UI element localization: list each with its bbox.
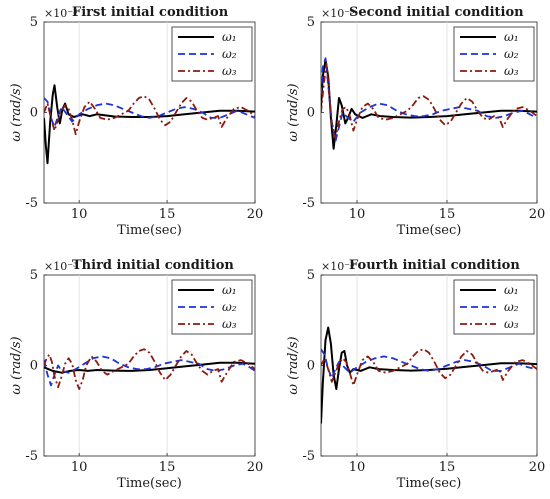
legend: ω₁ ω₂ ω₃ [453,26,535,82]
series-line-3 [321,62,537,139]
legend-label-2: ω₂ [504,47,519,61]
legend: ω₁ ω₂ ω₃ [171,279,253,335]
x-tick-label: 15 [159,207,176,222]
x-axis-label: Time(sec) [117,476,182,491]
y-tick-label: -5 [302,449,315,464]
series-line-3 [44,348,255,390]
y-axis-label: ω (rad/s) [9,336,24,394]
x-tick-label: 20 [247,207,264,222]
y-axis-label: ω (rad/s) [286,83,301,141]
x-tick-label: 15 [439,207,456,222]
series-group [44,84,255,165]
y-axis-label: ω (rad/s) [286,336,301,394]
series-line-3 [321,348,537,387]
legend-label-3: ω₃ [222,317,237,331]
y-tick-label: 0 [30,359,38,374]
x-tick-label: 15 [439,460,456,475]
x-tick-label: 20 [247,460,264,475]
y-tick-label: 0 [307,106,315,121]
x-tick-label: 20 [529,460,546,475]
x-tick-label: 10 [71,207,88,222]
chart-title: First initial condition [72,5,229,20]
legend: ω₁ ω₂ ω₃ [171,26,253,82]
x-axis-label: Time(sec) [397,223,462,238]
legend-label-1: ω₁ [504,30,519,44]
chart-title: Fourth initial condition [349,258,520,273]
legend-label-3: ω₃ [504,317,519,331]
legend-label-2: ω₂ [504,300,519,314]
series-line-2 [44,97,255,128]
x-axis-label: Time(sec) [117,223,182,238]
y-tick-label: 0 [307,359,315,374]
series-group [44,348,255,390]
legend-label-1: ω₁ [222,283,237,297]
chart-title: Third initial condition [72,258,234,273]
legend-label-2: ω₂ [222,300,237,314]
legend-label-1: ω₁ [504,283,519,297]
series-group [321,326,537,424]
x-tick-label: 10 [349,207,366,222]
series-line-3 [44,95,255,136]
series-group [321,57,537,150]
axis-exponent: ×10⁻³ [321,7,354,20]
series-line-2 [321,57,537,143]
axis-exponent: ×10⁻³ [321,260,354,273]
series-line-1 [321,59,537,150]
axis-exponent: ×10⁻³ [44,260,77,273]
y-tick-label: -5 [302,196,315,211]
chart-title: Second initial condition [349,5,524,20]
y-tick-label: 0 [30,106,38,121]
legend-label-1: ω₁ [222,30,237,44]
y-tick-label: -5 [25,449,38,464]
y-tick-label: 5 [30,268,38,283]
legend-label-3: ω₃ [504,64,519,78]
y-axis-label: ω (rad/s) [9,83,24,141]
legend: ω₁ ω₂ ω₃ [453,279,535,335]
axis-exponent: ×10⁻³ [44,7,77,20]
y-tick-label: 5 [307,268,315,283]
x-tick-label: 20 [529,207,546,222]
x-tick-label: 15 [159,460,176,475]
y-tick-label: 5 [30,15,38,30]
x-axis-label: Time(sec) [397,476,462,491]
legend-label-2: ω₂ [222,47,237,61]
x-tick-label: 10 [71,460,88,475]
y-tick-label: 5 [307,15,315,30]
x-tick-label: 10 [349,460,366,475]
y-tick-label: -5 [25,196,38,211]
legend-label-3: ω₃ [222,64,237,78]
